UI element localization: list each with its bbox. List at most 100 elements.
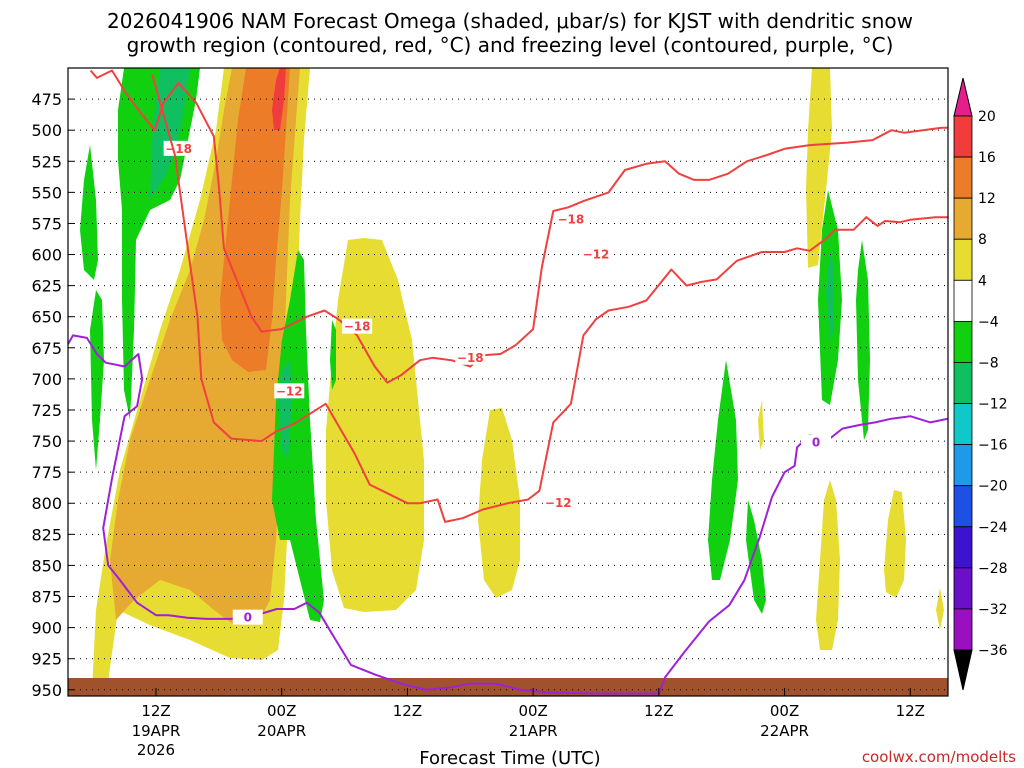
colorbar-bottom-arrow — [953, 649, 973, 691]
colorbar-swatch — [953, 115, 973, 158]
x-tick-label: 21APR — [509, 722, 558, 740]
contour-label-bg — [581, 246, 611, 262]
colorbar-label: −24 — [978, 520, 1008, 536]
contour-label: −18 — [457, 351, 484, 365]
x-tick-label: 2026 — [137, 741, 175, 759]
colorbar-swatch — [953, 444, 973, 487]
contour-label-bg — [543, 495, 574, 511]
colorbar-swatch — [953, 608, 973, 651]
x-axis-title: Forecast Time (UTC) — [419, 748, 600, 768]
omega-shade-positive-4 — [478, 408, 520, 598]
contour-label-bg — [232, 609, 263, 625]
plot-area: −18 −18 −18 −18 −12 −12 −12 0 0 — [68, 68, 948, 696]
contour-line — [68, 334, 948, 695]
contour-label: 0 — [244, 611, 252, 625]
credit-text: coolwx.com/modelts — [862, 748, 1016, 766]
omega-shade-positive-12 — [220, 68, 290, 372]
colorbar-label: −36 — [978, 643, 1008, 659]
contour-label: −12 — [545, 496, 572, 510]
x-tick-label: 12Z — [393, 702, 422, 720]
contour-label: −18 — [557, 213, 584, 227]
omega-shade-positive-4 — [936, 588, 944, 630]
y-tick-label: 825 — [31, 525, 62, 544]
y-tick-label: 725 — [31, 401, 62, 420]
colorbar-label: −32 — [978, 602, 1008, 618]
omega-shade-negative-4 — [856, 240, 870, 440]
colorbar-swatch — [953, 526, 973, 569]
colorbar-label: −20 — [978, 479, 1008, 495]
colorbar-label: −4 — [978, 314, 999, 330]
y-tick-label: 600 — [31, 246, 62, 265]
y-tick-label: 675 — [31, 339, 62, 358]
x-tick-label: 12Z — [141, 702, 170, 720]
omega-shade-negative-4 — [80, 145, 98, 280]
colorbar-label: −12 — [978, 397, 1008, 413]
omega-shade-positive-4 — [884, 490, 906, 598]
y-tick-label: 525 — [31, 152, 62, 171]
y-tick-label: 575 — [31, 214, 62, 233]
omega-shade-negative-4 — [90, 290, 104, 470]
y-axis: 475 500 525 550 575 600 625 650 675 700 725 750 775 8… — [31, 90, 74, 700]
contour-label: −18 — [344, 320, 371, 334]
contour-label: 0 — [812, 435, 820, 449]
omega-shade-positive-4 — [758, 400, 764, 450]
omega-shading — [80, 68, 944, 696]
contour-label-bg — [274, 383, 305, 399]
colorbar-swatch — [953, 238, 973, 281]
contour-label-bg — [455, 349, 486, 365]
y-tick-label: 650 — [31, 308, 62, 327]
y-tick-label: 950 — [31, 681, 62, 700]
x-tick-label: 20APR — [257, 722, 306, 740]
colorbar-swatch — [953, 485, 973, 528]
x-tick-label: 00Z — [267, 702, 296, 720]
omega-shade-negative-4 — [330, 320, 336, 390]
colorbar-label: 16 — [978, 150, 996, 166]
x-tick-label: 12Z — [644, 702, 673, 720]
chart-title-line1: 2026041906 NAM Forecast Omega (shaded, μ… — [107, 9, 913, 33]
omega-shade-positive-4 — [806, 68, 832, 268]
colorbar-top-arrow — [953, 77, 973, 117]
chart-title-line2: growth region (contoured, red, °C) and f… — [127, 33, 894, 57]
contour-label: −12 — [583, 248, 610, 262]
y-tick-label: 550 — [31, 183, 62, 202]
plot-frame — [67, 67, 949, 697]
y-tick-label: 775 — [31, 463, 62, 482]
y-tick-label: 500 — [31, 121, 62, 140]
y-tick-label: 475 — [31, 90, 62, 109]
omega-shade-negative-4 — [118, 68, 200, 420]
colorbar-label: 20 — [978, 109, 996, 125]
colorbar-label: −8 — [978, 355, 999, 371]
x-tick-label: 12Z — [896, 702, 925, 720]
colorbar-swatch — [953, 156, 973, 199]
colorbar-swatch — [953, 362, 973, 404]
contour-label: −18 — [165, 142, 192, 156]
colorbar-swatch — [953, 567, 973, 610]
colorbar-label: 8 — [978, 232, 987, 248]
y-tick-label: 800 — [31, 494, 62, 513]
y-tick-label: 850 — [31, 556, 62, 575]
ground-terrain — [68, 678, 948, 696]
colorbar-swatch — [953, 279, 973, 322]
x-tick-label: 00Z — [518, 702, 547, 720]
y-tick-label: 900 — [31, 619, 62, 638]
contour-label: −12 — [276, 384, 303, 398]
colorbar-swatch — [953, 403, 973, 446]
y-tick-label: 700 — [31, 370, 62, 389]
colorbar-label: −28 — [978, 561, 1008, 577]
colorbar: 20 16 12 8 4 −4 −8 −12 −16 −20 −24 −28 −32 −36 — [953, 77, 1008, 691]
x-tick-label: 19APR — [132, 722, 181, 740]
y-tick-label: 625 — [31, 277, 62, 296]
omega-shade-positive-4 — [326, 238, 424, 612]
colorbar-label: 12 — [978, 191, 996, 207]
x-tick-label: 00Z — [770, 702, 799, 720]
contour-lines: −18 −18 −18 −18 −12 −12 −12 0 0 — [68, 69, 948, 695]
x-tick-label: 22APR — [760, 722, 809, 740]
omega-shade-negative-4 — [708, 360, 738, 580]
omega-shade-negative-8 — [826, 250, 834, 340]
contour-label-bg — [342, 318, 373, 334]
omega-shade-negative-4 — [746, 500, 766, 614]
contour-label-bg — [555, 211, 586, 227]
colorbar-swatch — [953, 197, 973, 240]
omega-shade-positive-4 — [816, 480, 840, 650]
